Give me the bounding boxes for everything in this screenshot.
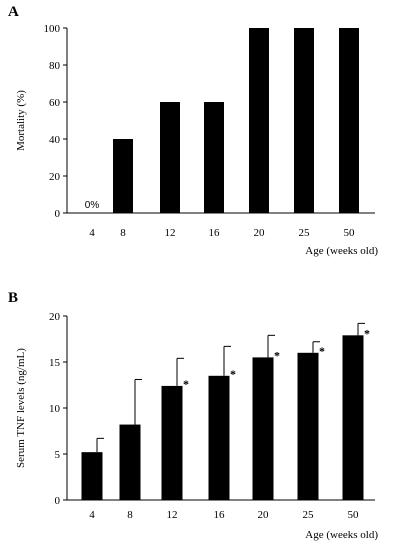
y-tick-label: 20 [49,311,61,323]
bar [297,352,319,500]
x-tick-label: 8 [127,509,133,521]
bar [119,424,141,500]
x-tick-label: 25 [299,227,311,239]
y-tick-label: 40 [49,134,61,146]
significance-marker: * [274,348,280,362]
x-tick-label: 25 [303,509,315,521]
significance-marker: * [183,377,189,391]
y-tick-label: 10 [49,403,61,415]
y-tick-label: 0 [55,208,61,220]
x-tick-label: 50 [344,227,356,239]
bar [161,385,183,500]
x-tick-label: 50 [348,509,360,521]
chart-b-tnf-levels: 0 5 10 15 20 4 8 12 * 16 * 20 * 25 * 50 * Age (weeks old)… [15,311,378,541]
bar [342,335,364,500]
x-axis-label: Age (weeks old) [305,245,378,257]
x-tick-label: 20 [258,509,270,521]
bar [81,452,103,500]
panel-b-letter: B [8,290,18,306]
bar [294,28,314,213]
x-tick-label: 16 [209,227,221,239]
bar-value-label: 0% [85,200,100,211]
bar [339,28,359,213]
panel-a-letter: A [8,4,19,20]
chart-a-mortality: 0 20 40 60 80 100 4 0% 8 12 16 20 25 50 Age (weeks old… [15,23,378,257]
y-axis-label: Serum TNF levels (ng/mL) [15,348,27,468]
bar [113,139,133,213]
y-tick-label: 100 [44,23,61,35]
y-tick-label: 80 [49,60,61,72]
x-tick-label: 12 [167,509,178,521]
significance-marker: * [364,326,370,340]
y-tick-label: 5 [55,449,61,461]
y-tick-label: 60 [49,97,61,109]
significance-marker: * [230,367,236,381]
significance-marker: * [319,344,325,358]
y-tick-label: 20 [49,171,61,183]
x-tick-label: 20 [254,227,266,239]
x-axis-label: Age (weeks old) [305,529,378,541]
x-tick-label: 4 [89,509,95,521]
bar [204,102,224,213]
bar [208,375,230,500]
x-tick-label: 12 [165,227,176,239]
y-tick-label: 0 [55,495,61,507]
y-axis-label: Mortality (%) [15,90,27,151]
x-tick-label: 4 [89,227,95,239]
bar [252,357,274,500]
bar [249,28,269,213]
y-tick-label: 15 [49,357,61,369]
x-tick-label: 16 [214,509,226,521]
bar [160,102,180,213]
x-tick-label: 8 [120,227,126,239]
